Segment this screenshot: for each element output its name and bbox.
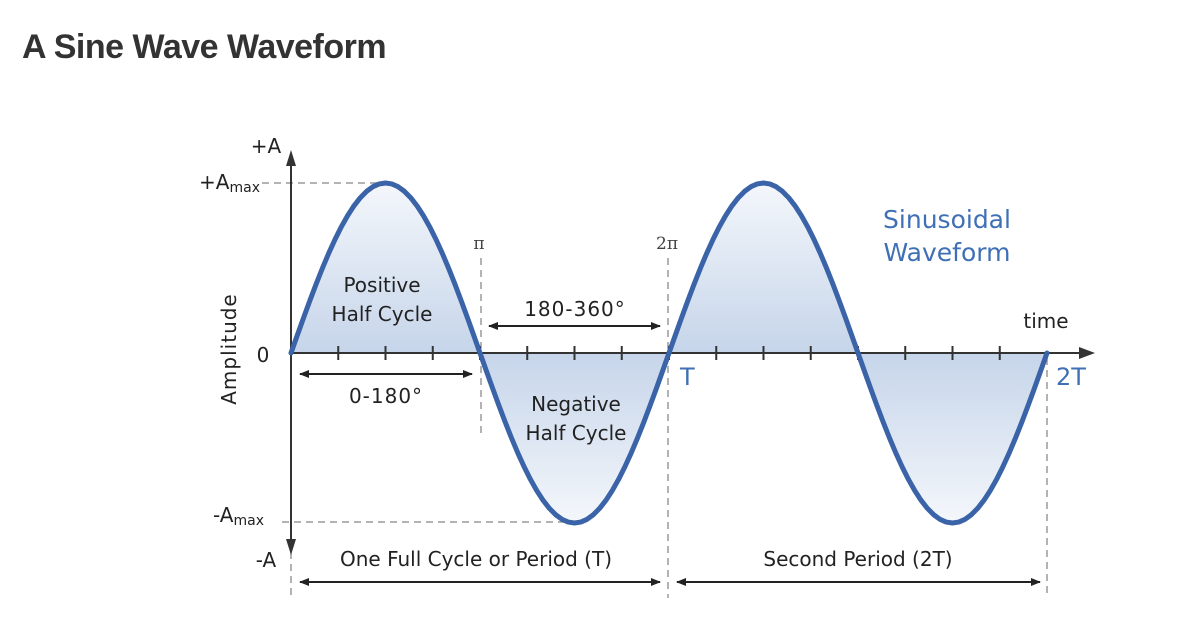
sinusoidal-waveform-label-line1: Sinusoidal xyxy=(883,205,1011,234)
period-one-label: One Full Cycle or Period (T) xyxy=(340,547,612,571)
second-negative-half-cycle-fill xyxy=(858,353,1047,523)
y-axis-top-label: +A xyxy=(251,134,282,158)
second-positive-half-cycle-fill xyxy=(669,183,858,353)
y-axis-arrow-up xyxy=(286,150,296,166)
x-axis-arrow xyxy=(1079,347,1095,359)
range-0-180-label: 0-180° xyxy=(349,384,423,408)
negative-half-cycle-label-line1: Negative xyxy=(531,392,621,416)
period-t-label: T xyxy=(679,363,695,391)
sinusoidal-waveform-label-line2: Waveform xyxy=(884,238,1011,267)
y-axis-arrow-down xyxy=(286,539,296,555)
negative-half-cycle-label-line2: Half Cycle xyxy=(526,421,627,445)
amax-positive-label: +Amax xyxy=(199,170,260,196)
page-title: A Sine Wave Waveform xyxy=(22,28,387,66)
amplitude-axis-title: Amplitude xyxy=(217,293,241,405)
range-180-360-label: 180-360° xyxy=(524,297,626,321)
positive-half-cycle-fill xyxy=(291,183,480,353)
amax-negative-label: -Amax xyxy=(213,503,264,529)
y-axis-bottom-label: -A xyxy=(256,548,277,572)
pi-marker-label: π xyxy=(473,234,484,254)
positive-half-cycle-label-line2: Half Cycle xyxy=(332,302,433,326)
zero-label: 0 xyxy=(257,343,270,367)
period-two-label: Second Period (2T) xyxy=(763,547,952,571)
period-2t-label: 2T xyxy=(1056,363,1086,391)
sinusoidal-waveform-curve xyxy=(288,180,1050,526)
time-axis-title: time xyxy=(1023,309,1068,333)
negative-half-cycle-fill xyxy=(480,353,669,523)
positive-half-cycle-label-line1: Positive xyxy=(343,273,420,297)
two-pi-marker-label: 2π xyxy=(656,234,678,254)
